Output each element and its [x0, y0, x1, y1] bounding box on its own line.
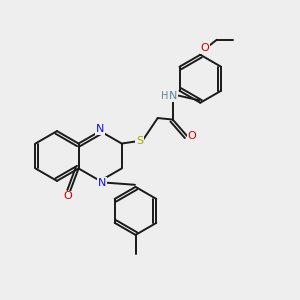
Text: O: O: [200, 43, 209, 53]
Text: N: N: [169, 92, 177, 101]
Text: N: N: [98, 178, 106, 188]
Text: S: S: [136, 136, 143, 146]
Text: N: N: [96, 124, 104, 134]
Text: H: H: [160, 91, 168, 101]
Text: O: O: [188, 131, 196, 141]
Text: O: O: [63, 191, 72, 201]
